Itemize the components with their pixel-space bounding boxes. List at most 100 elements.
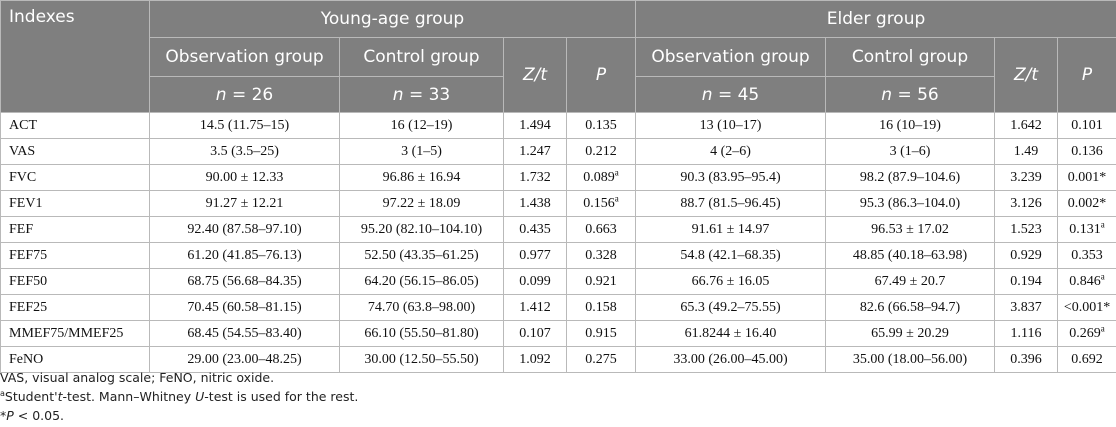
young-observation-cell: 90.00 ± 12.33 xyxy=(149,164,340,191)
table-row: FEF50 68.75 (56.68–84.35) 64.20 (56.15–8… xyxy=(0,268,1116,295)
table-row: FVC 90.00 ± 12.33 96.86 ± 16.94 1.732 0.… xyxy=(0,164,1116,191)
elder-zt-cell: 1.642 xyxy=(994,112,1059,139)
young-control-cell: 96.86 ± 16.94 xyxy=(339,164,504,191)
elder-control-cell: 98.2 (87.9–104.6) xyxy=(825,164,996,191)
young-observation-cell: 68.75 (56.68–84.35) xyxy=(149,268,340,295)
elder-observation-cell: 4 (2–6) xyxy=(635,138,827,165)
elder-control-cell: 96.53 ± 17.02 xyxy=(825,216,996,243)
elder-observation-cell: 54.8 (42.1–68.35) xyxy=(635,242,827,269)
young-zt-cell: 1.438 xyxy=(503,190,567,217)
young-observation-cell: 68.45 (54.55–83.40) xyxy=(149,320,340,347)
elder-zt-cell: 0.396 xyxy=(994,346,1059,373)
table-row: FEF 92.40 (87.58–97.10) 95.20 (82.10–104… xyxy=(0,216,1116,243)
elder-control-cell: 35.00 (18.00–56.00) xyxy=(825,346,996,373)
young-observation-cell: 14.5 (11.75–15) xyxy=(149,112,340,139)
young-p-cell: 0.328 xyxy=(565,242,637,269)
header-young-p: P xyxy=(565,37,637,113)
young-zt-cell: 0.435 xyxy=(503,216,567,243)
table-header: Indexes Young-age group Elder group Obse… xyxy=(0,0,1116,113)
elder-control-cell: 48.85 (40.18–63.98) xyxy=(825,242,996,269)
elder-p-cell: 0.001* xyxy=(1057,164,1116,191)
header-elder-zt: Z/t xyxy=(994,37,1059,113)
table-row: FEF75 61.20 (41.85–76.13) 52.50 (43.35–6… xyxy=(0,242,1116,269)
young-p-cell: 0.135 xyxy=(565,112,637,139)
footnote-abbreviations: VAS, visual analog scale; FeNO, nitric o… xyxy=(0,370,275,385)
header-young-observation-n: n = 26 xyxy=(149,76,340,113)
elder-control-cell: 82.6 (66.58–94.7) xyxy=(825,294,996,321)
young-control-cell: 64.20 (56.15–86.05) xyxy=(339,268,504,295)
results-table: Indexes Young-age group Elder group Obse… xyxy=(0,0,1116,373)
elder-observation-cell: 13 (10–17) xyxy=(635,112,827,139)
young-p-cell: 0.921 xyxy=(565,268,637,295)
young-control-cell: 74.70 (63.8–98.00) xyxy=(339,294,504,321)
young-observation-cell: 61.20 (41.85–76.13) xyxy=(149,242,340,269)
young-p-cell: 0.212 xyxy=(565,138,637,165)
young-control-cell: 30.00 (12.50–55.50) xyxy=(339,346,504,373)
young-zt-cell: 1.247 xyxy=(503,138,567,165)
elder-observation-cell: 90.3 (83.95–95.4) xyxy=(635,164,827,191)
elder-p-cell: 0.002* xyxy=(1057,190,1116,217)
young-control-cell: 66.10 (55.50–81.80) xyxy=(339,320,504,347)
elder-observation-cell: 65.3 (49.2–75.55) xyxy=(635,294,827,321)
elder-observation-cell: 61.8244 ± 16.40 xyxy=(635,320,827,347)
young-zt-cell: 1.732 xyxy=(503,164,567,191)
young-zt-cell: 0.977 xyxy=(503,242,567,269)
young-zt-cell: 1.412 xyxy=(503,294,567,321)
row-label: FEF xyxy=(0,216,150,243)
elder-zt-cell: 3.837 xyxy=(994,294,1059,321)
header-elder-group: Elder group xyxy=(635,0,1116,38)
row-label: FeNO xyxy=(0,346,150,373)
young-zt-cell: 0.099 xyxy=(503,268,567,295)
header-young-group: Young-age group xyxy=(148,0,637,38)
elder-zt-cell: 1.49 xyxy=(994,138,1059,165)
young-control-cell: 16 (12–19) xyxy=(339,112,504,139)
table-row: MMEF75/MMEF25 68.45 (54.55–83.40) 66.10 … xyxy=(0,320,1116,347)
header-elder-observation-n: n = 45 xyxy=(635,76,827,113)
elder-observation-cell: 66.76 ± 16.05 xyxy=(635,268,827,295)
table-body: ACT 14.5 (11.75–15) 16 (12–19) 1.494 0.1… xyxy=(0,112,1116,373)
elder-observation-cell: 33.00 (26.00–45.00) xyxy=(635,346,827,373)
row-label: FEF50 xyxy=(0,268,150,295)
young-control-cell: 3 (1–5) xyxy=(339,138,504,165)
table-footnotes: VAS, visual analog scale; FeNO, nitric o… xyxy=(0,368,358,425)
young-p-cell: 0.156a xyxy=(565,190,637,217)
table-row: FEF25 70.45 (60.58–81.15) 74.70 (63.8–98… xyxy=(0,294,1116,321)
footnote-significance: *P < 0.05. xyxy=(0,408,65,423)
row-label: FVC xyxy=(0,164,150,191)
young-p-cell: 0.158 xyxy=(565,294,637,321)
elder-p-cell: 0.131a xyxy=(1057,216,1116,243)
elder-p-cell: 0.101 xyxy=(1057,112,1116,139)
young-p-cell: 0.663 xyxy=(565,216,637,243)
header-young-observation: Observation group xyxy=(149,37,340,77)
table-row: FEV1 91.27 ± 12.21 97.22 ± 18.09 1.438 0… xyxy=(0,190,1116,217)
header-indexes: Indexes xyxy=(0,0,150,113)
elder-control-cell: 16 (10–19) xyxy=(825,112,996,139)
elder-p-cell: 0.692 xyxy=(1057,346,1116,373)
elder-p-cell: 0.353 xyxy=(1057,242,1116,269)
footnote-test-a: aStudent't-test. Mann–Whitney U-test is … xyxy=(0,388,359,404)
young-zt-cell: 0.107 xyxy=(503,320,567,347)
elder-zt-cell: 0.929 xyxy=(994,242,1059,269)
table-row: FeNO 29.00 (23.00–48.25) 30.00 (12.50–55… xyxy=(0,346,1116,373)
young-zt-cell: 1.092 xyxy=(503,346,567,373)
header-young-zt: Z/t xyxy=(503,37,567,113)
header-elder-control-n: n = 56 xyxy=(825,76,996,113)
elder-zt-cell: 1.116 xyxy=(994,320,1059,347)
elder-p-cell: 0.136 xyxy=(1057,138,1116,165)
elder-observation-cell: 88.7 (81.5–96.45) xyxy=(635,190,827,217)
elder-zt-cell: 0.194 xyxy=(994,268,1059,295)
header-young-control-n: n = 33 xyxy=(339,76,504,113)
young-observation-cell: 70.45 (60.58–81.15) xyxy=(149,294,340,321)
elder-control-cell: 95.3 (86.3–104.0) xyxy=(825,190,996,217)
young-p-cell: 0.915 xyxy=(565,320,637,347)
young-p-cell: 0.275 xyxy=(565,346,637,373)
young-control-cell: 52.50 (43.35–61.25) xyxy=(339,242,504,269)
elder-zt-cell: 3.239 xyxy=(994,164,1059,191)
young-observation-cell: 91.27 ± 12.21 xyxy=(149,190,340,217)
table-row: ACT 14.5 (11.75–15) 16 (12–19) 1.494 0.1… xyxy=(0,112,1116,139)
row-label: FEV1 xyxy=(0,190,150,217)
row-label: ACT xyxy=(0,112,150,139)
elder-zt-cell: 1.523 xyxy=(994,216,1059,243)
elder-control-cell: 67.49 ± 20.7 xyxy=(825,268,996,295)
young-zt-cell: 1.494 xyxy=(503,112,567,139)
